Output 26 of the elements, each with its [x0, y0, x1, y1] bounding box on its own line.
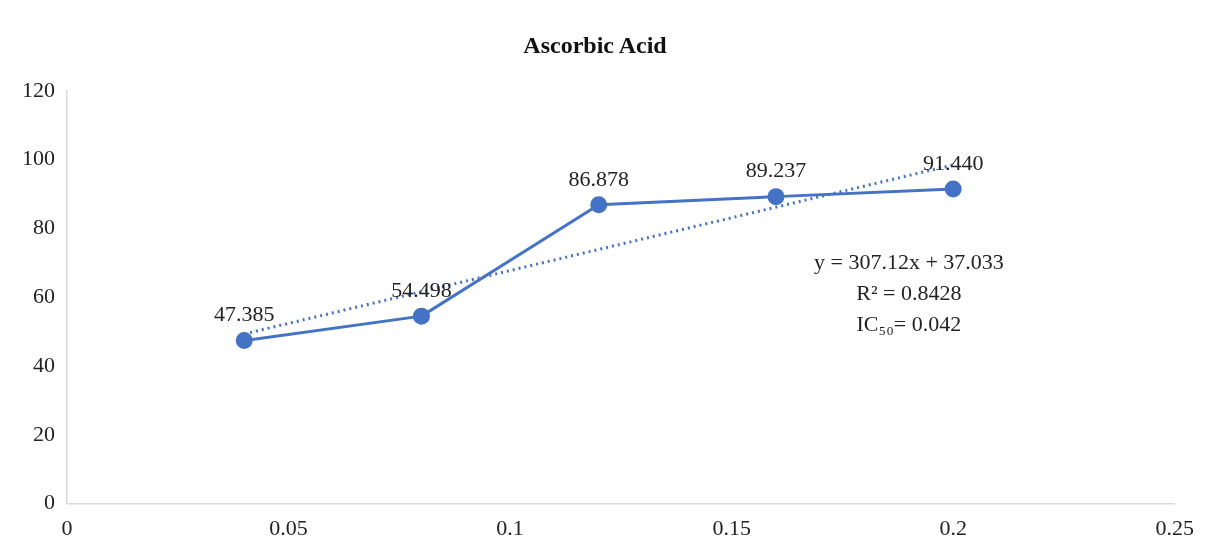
point: [767, 188, 785, 206]
data-label: 91.440: [922, 149, 984, 175]
x-tick-label: 0.2: [939, 514, 967, 540]
y-tick-label: 60: [33, 282, 55, 308]
y-tick-label: 80: [33, 214, 55, 240]
data-label: 47.385: [213, 301, 275, 327]
x-tick-label: 0.05: [269, 514, 308, 540]
y-tick-label: 0: [44, 489, 55, 515]
annotation: y = 307.12x + 37.033: [813, 248, 1004, 274]
chart-title: Ascorbic Acid: [523, 31, 668, 58]
x-tick-label: 0.25: [1155, 514, 1194, 540]
x-tick-label: 0.15: [712, 514, 751, 540]
annotation: R² = 0.8428: [856, 279, 962, 305]
point: [412, 307, 430, 325]
point: [944, 180, 962, 198]
point: [235, 332, 253, 350]
data-label: 86.878: [568, 165, 629, 191]
y-tick-label: 100: [22, 145, 55, 171]
annotation: IC₅₀= 0.042: [856, 310, 962, 336]
x-tick-label: 0: [61, 514, 73, 540]
x-tick-label: 0.1: [496, 514, 524, 540]
y-tick-label: 120: [22, 76, 55, 102]
y-tick-label: 40: [33, 351, 55, 377]
y-tick-label: 20: [33, 420, 55, 446]
point: [590, 196, 608, 214]
data-label: 89.237: [745, 157, 807, 183]
